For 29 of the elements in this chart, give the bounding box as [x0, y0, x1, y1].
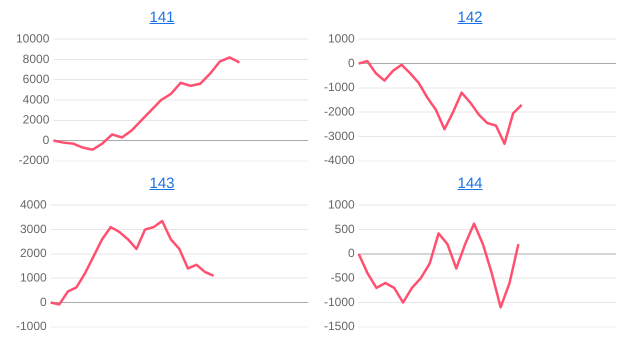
y-tick-label: -1000: [324, 80, 356, 94]
y-tick-label: -2000: [18, 153, 50, 168]
chart-title: 141: [149, 8, 175, 28]
y-tick-label: -1500: [324, 319, 356, 334]
y-tick-label: 1000: [328, 32, 356, 46]
y-tick-label: 0: [42, 132, 50, 147]
y-tick-label: -2000: [324, 104, 356, 118]
y-tick-label: 500: [334, 222, 356, 236]
y-tick-label: -1000: [324, 294, 356, 309]
chart-title: 142: [457, 8, 483, 28]
y-tick-label: -1000: [16, 319, 48, 334]
y-tick-label: -3000: [324, 128, 356, 143]
chart-title: 143: [149, 174, 175, 194]
y-tick-label: -4000: [324, 153, 356, 168]
y-tick-label: 2000: [22, 112, 50, 127]
y-tick-label: 0: [348, 56, 356, 70]
y-tick-label: 0: [40, 294, 48, 309]
chart-title: 144: [457, 174, 483, 194]
y-tick-label: 1000: [328, 198, 356, 212]
y-tick-label: 2000: [20, 246, 48, 260]
y-tick-label: 8000: [22, 52, 50, 66]
y-tick-label: -500: [330, 270, 356, 284]
y-tick-label: 6000: [22, 72, 50, 86]
y-tick-label: 1000: [20, 270, 48, 284]
y-tick-label: 10000: [16, 32, 50, 46]
y-tick-label: 3000: [20, 222, 48, 236]
y-tick-label: 4000: [22, 92, 50, 106]
y-tick-label: 4000: [20, 198, 48, 212]
y-tick-label: 0: [348, 246, 356, 260]
